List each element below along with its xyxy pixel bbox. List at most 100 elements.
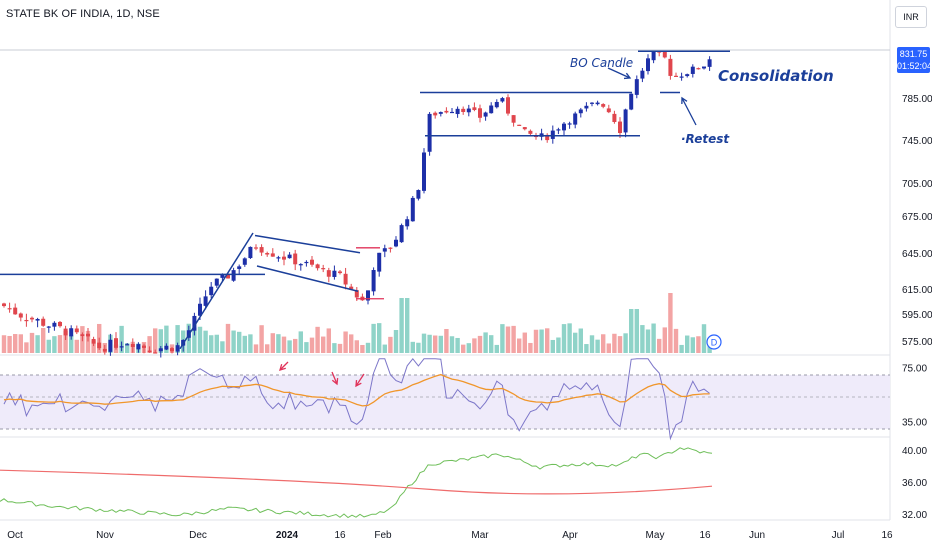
candle[interactable] xyxy=(679,72,684,81)
candle[interactable] xyxy=(136,342,141,353)
candle[interactable] xyxy=(623,108,628,138)
candle[interactable] xyxy=(326,267,331,283)
flag-top-line[interactable] xyxy=(254,234,361,254)
candle[interactable] xyxy=(315,263,320,271)
candle[interactable] xyxy=(629,93,634,111)
candle[interactable] xyxy=(265,251,270,257)
candle[interactable] xyxy=(58,321,62,328)
candle[interactable] xyxy=(438,111,443,117)
rsi-red-arrow-3[interactable] xyxy=(355,373,365,387)
annotation-bo-candle[interactable]: BO Candle xyxy=(570,56,633,70)
candle[interactable] xyxy=(7,302,12,313)
candle[interactable] xyxy=(539,128,544,141)
candle[interactable] xyxy=(472,102,477,112)
candle[interactable] xyxy=(483,111,488,121)
currency-button[interactable]: INR xyxy=(895,6,927,28)
candle[interactable] xyxy=(427,112,432,156)
candle[interactable] xyxy=(371,267,376,296)
candle[interactable] xyxy=(214,278,219,288)
candle[interactable] xyxy=(52,321,57,331)
candle[interactable] xyxy=(506,94,510,116)
rsi-red-arrow-2[interactable] xyxy=(331,371,338,385)
candle[interactable] xyxy=(668,54,673,80)
candle[interactable] xyxy=(259,244,264,256)
candle[interactable] xyxy=(41,316,46,327)
candle[interactable] xyxy=(153,349,158,354)
candle[interactable] xyxy=(517,124,522,127)
candle[interactable] xyxy=(640,67,645,83)
trend-line-rise[interactable] xyxy=(179,232,254,350)
candle[interactable] xyxy=(422,148,426,194)
candle[interactable] xyxy=(63,325,68,340)
candle[interactable] xyxy=(606,104,611,114)
candle[interactable] xyxy=(388,247,393,253)
candle[interactable] xyxy=(248,246,253,260)
candle[interactable] xyxy=(562,122,566,136)
candle[interactable] xyxy=(674,72,678,77)
candle[interactable] xyxy=(276,255,281,262)
candle[interactable] xyxy=(142,343,146,354)
candle[interactable] xyxy=(209,282,214,299)
candle[interactable] xyxy=(399,223,404,243)
candle[interactable] xyxy=(601,103,606,109)
candle[interactable] xyxy=(360,293,365,301)
candle[interactable] xyxy=(444,107,449,114)
time-scale[interactable]: Oct Nov Dec 2024 16 Feb Mar Apr May 16 Jun Jul 16 xyxy=(7,530,893,541)
candle[interactable] xyxy=(282,251,286,266)
candle[interactable] xyxy=(91,336,96,347)
drawings[interactable] xyxy=(0,49,890,388)
candle[interactable] xyxy=(500,96,505,103)
candle[interactable] xyxy=(702,66,706,70)
candle[interactable] xyxy=(18,312,23,322)
candle[interactable] xyxy=(102,344,107,355)
candle[interactable] xyxy=(366,290,370,305)
candle[interactable] xyxy=(80,332,85,342)
candle[interactable] xyxy=(310,256,314,267)
candle[interactable] xyxy=(690,64,695,78)
candle[interactable] xyxy=(573,111,578,129)
annotation-retest[interactable]: ·Retest xyxy=(681,132,730,146)
candle[interactable] xyxy=(293,249,298,271)
candle[interactable] xyxy=(125,343,130,346)
candle[interactable] xyxy=(651,49,656,64)
candle[interactable] xyxy=(270,248,275,257)
candle[interactable] xyxy=(433,111,438,119)
candle[interactable] xyxy=(478,104,482,123)
candle[interactable] xyxy=(634,75,639,99)
volume-badge-label[interactable]: D xyxy=(711,338,718,348)
candle[interactable] xyxy=(618,117,622,138)
candle[interactable] xyxy=(203,290,208,310)
flag-bottom-line[interactable] xyxy=(256,265,359,292)
candle[interactable] xyxy=(410,195,415,222)
candle[interactable] xyxy=(254,244,258,251)
candle[interactable] xyxy=(175,342,180,356)
candle[interactable] xyxy=(394,236,398,248)
arrow-bo-candle[interactable] xyxy=(607,67,631,79)
candle[interactable] xyxy=(147,346,152,353)
candle[interactable] xyxy=(321,264,326,273)
candle[interactable] xyxy=(86,327,90,342)
candles[interactable] xyxy=(2,49,712,358)
candle[interactable] xyxy=(2,302,6,308)
candle[interactable] xyxy=(97,337,102,350)
candle[interactable] xyxy=(158,346,163,358)
candle[interactable] xyxy=(30,316,34,323)
candle[interactable] xyxy=(696,67,701,70)
candle[interactable] xyxy=(578,107,583,118)
price-scale[interactable]: 575.00 595.00 615.00 645.00 675.00 705.00 745.… xyxy=(902,94,932,521)
candle[interactable] xyxy=(545,133,550,143)
candle[interactable] xyxy=(164,343,169,351)
candle[interactable] xyxy=(466,104,471,117)
volume-badge-circle[interactable] xyxy=(706,334,722,350)
candle[interactable] xyxy=(382,244,387,258)
candle[interactable] xyxy=(522,126,527,131)
candle[interactable] xyxy=(304,260,309,267)
candle[interactable] xyxy=(74,325,79,335)
candle[interactable] xyxy=(46,325,51,333)
candle[interactable] xyxy=(332,265,337,280)
rsi-red-arrow-1[interactable] xyxy=(279,361,289,371)
candle[interactable] xyxy=(461,106,466,115)
candle[interactable] xyxy=(130,338,135,353)
candle[interactable] xyxy=(494,99,499,109)
candle[interactable] xyxy=(416,189,421,201)
